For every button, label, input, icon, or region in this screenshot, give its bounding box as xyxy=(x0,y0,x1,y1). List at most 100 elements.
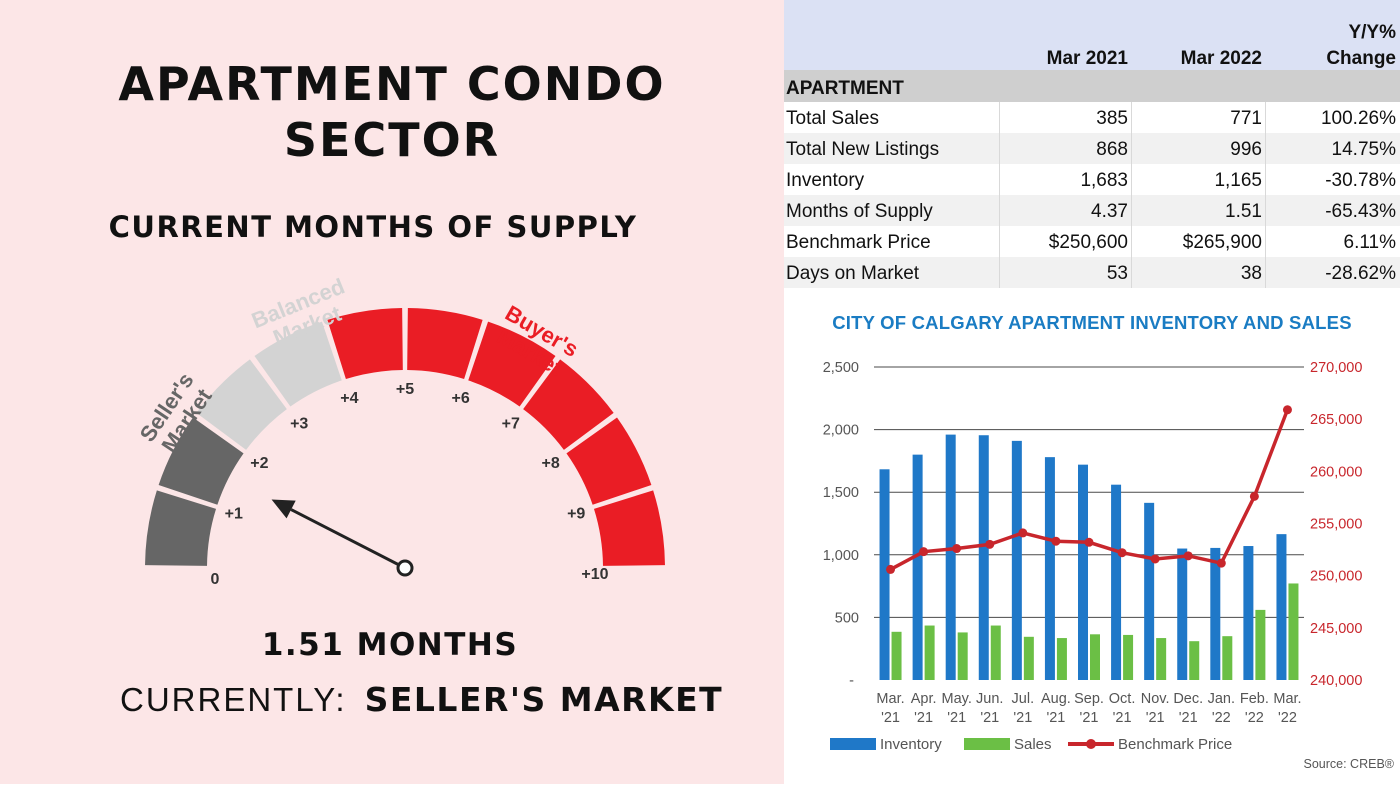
header-yy-change-line2: Change xyxy=(1326,48,1396,69)
left-axis-tick-label: 2,000 xyxy=(823,423,859,439)
cell-mar2022: 1,165 xyxy=(1214,170,1262,191)
chart-plot: - 500 1,000 1,500 2,000 2,500 240,000 245,000 25… xyxy=(823,360,1395,771)
gauge-segment xyxy=(593,490,665,566)
cell-divider xyxy=(999,195,1000,226)
cell-divider xyxy=(1131,257,1132,288)
x-axis-tick-label-year: '21 xyxy=(1080,710,1099,726)
gauge-segment xyxy=(407,308,483,380)
inventory-bar xyxy=(1011,440,1022,680)
right-axis-tick-label: 260,000 xyxy=(1310,464,1362,480)
cell-mar2022: $265,900 xyxy=(1182,232,1262,253)
right-axis-tick-label: 255,000 xyxy=(1310,517,1362,533)
statistics-panel: Mar 2021 Mar 2022 Y/Y% Change APARTMENT … xyxy=(784,0,1400,784)
x-axis-tick-label: Apr. xyxy=(911,691,937,707)
months-of-supply-heading: CURRENT MONTHS OF SUPPLY xyxy=(108,210,638,244)
benchmark-price-point xyxy=(1183,551,1193,561)
sales-bar xyxy=(1090,634,1100,680)
x-axis-tick-label: Aug. xyxy=(1041,691,1071,707)
left-axis-tick-label: 1,500 xyxy=(823,485,859,501)
gauge-tick-label: +3 xyxy=(290,415,308,432)
current-label: CURRENTLY: xyxy=(120,681,347,718)
cell-label: Total Sales xyxy=(786,108,879,129)
x-axis-tick-label-year: '22 xyxy=(1278,710,1297,726)
cell-label: Months of Supply xyxy=(786,201,933,222)
sales-bar xyxy=(924,625,935,680)
inventory-bar xyxy=(1144,502,1155,680)
benchmark-price-point xyxy=(1018,528,1028,538)
supply-gauge: 0+1+2+3+4+5+6+7+8+9+10Seller'sMarketBala… xyxy=(135,273,665,588)
sales-bar xyxy=(1156,638,1167,680)
cell-divider xyxy=(1265,102,1266,133)
gauge-segment xyxy=(145,490,217,566)
cell-change: -65.43% xyxy=(1325,201,1396,222)
gauge-needle-head xyxy=(271,499,296,519)
x-axis-tick-label-year: '21 xyxy=(980,710,999,726)
benchmark-price-point xyxy=(1117,548,1127,558)
sales-bar xyxy=(1222,636,1233,680)
page-title-line2: SECTOR xyxy=(283,113,501,167)
cell-divider xyxy=(1265,195,1266,226)
x-axis-tick-label-year: '21 xyxy=(1046,710,1065,726)
cell-divider xyxy=(1265,133,1266,164)
sales-bar xyxy=(990,625,1001,680)
inventory-bar xyxy=(945,434,956,680)
cell-divider xyxy=(1131,195,1132,226)
cell-change: 100.26% xyxy=(1320,108,1396,129)
sales-bar xyxy=(1255,609,1266,680)
cell-label: Days on Market xyxy=(786,263,920,284)
inventory-sales-chart: CITY OF CALGARY APARTMENT INVENTORY AND … xyxy=(784,290,1400,784)
gauge-tick-label: +5 xyxy=(396,381,414,398)
cell-mar2022: 38 xyxy=(1240,263,1262,284)
x-axis-tick-label-year: '21 xyxy=(1146,710,1165,726)
header-mar-2022: Mar 2022 xyxy=(1180,48,1262,69)
cell-mar2022: 1.51 xyxy=(1225,201,1262,222)
x-axis-tick-label: Oct. xyxy=(1109,691,1136,707)
inventory-bar xyxy=(1276,534,1287,680)
months-value: 1.51 MONTHS xyxy=(261,627,519,663)
cell-label: Inventory xyxy=(786,170,865,191)
benchmark-price-point xyxy=(1084,537,1094,547)
benchmark-price-point xyxy=(1282,405,1292,415)
right-axis-tick-label: 265,000 xyxy=(1310,412,1362,428)
x-axis-tick-label: Mar. xyxy=(876,691,904,707)
gauge-segment xyxy=(158,417,244,505)
page-title-line1: APARTMENT CONDO xyxy=(118,57,666,111)
left-axis-tick-label: 2,500 xyxy=(823,360,859,376)
cell-mar2021: $250,600 xyxy=(1048,232,1128,253)
apartment-condo-panel: APARTMENT CONDO SECTOR CURRENT MONTHS OF… xyxy=(0,0,784,784)
legend-sales-label: Sales xyxy=(1014,736,1052,753)
benchmark-price-point xyxy=(886,564,896,574)
cell-divider xyxy=(1131,164,1132,195)
cell-change: 6.11% xyxy=(1343,232,1396,253)
left-axis-tick-label: - xyxy=(849,673,854,689)
right-axis-tick-label: 270,000 xyxy=(1310,360,1362,376)
cell-divider xyxy=(1131,133,1132,164)
cell-label: Benchmark Price xyxy=(786,232,931,253)
legend-inventory-swatch xyxy=(830,738,876,750)
cell-mar2021: 4.37 xyxy=(1091,201,1128,222)
gauge-segment xyxy=(254,321,342,407)
x-axis-tick-label-year: '21 xyxy=(914,710,933,726)
table-header: Mar 2021 Mar 2022 Y/Y% Change xyxy=(784,0,1400,70)
legend-price-marker xyxy=(1086,739,1096,749)
gauge-needle xyxy=(290,508,406,570)
cell-divider xyxy=(1265,257,1266,288)
inventory-bar xyxy=(978,435,989,680)
inventory-bar xyxy=(879,469,890,680)
right-axis-tick-label: 250,000 xyxy=(1310,569,1362,585)
x-axis-tick-label-year: '21 xyxy=(947,710,966,726)
sales-bar xyxy=(1288,583,1299,680)
x-axis-tick-label-year: '21 xyxy=(1013,710,1032,726)
x-axis-tick-label: Nov. xyxy=(1141,691,1170,707)
cell-label: Total New Listings xyxy=(786,139,940,160)
table-row: Total Sales 385 771 100.26% xyxy=(784,102,1400,133)
cell-divider xyxy=(999,102,1000,133)
inventory-bar xyxy=(1078,464,1088,680)
right-axis-tick-label: 245,000 xyxy=(1310,621,1362,637)
table-row: Inventory 1,683 1,165 -30.78% xyxy=(784,164,1400,195)
inventory-bar xyxy=(1044,457,1055,680)
cell-mar2021: 53 xyxy=(1106,263,1128,284)
gauge-tick-label: +2 xyxy=(250,455,268,472)
section-apartment: APARTMENT xyxy=(784,70,1400,102)
legend-price-label: Benchmark Price xyxy=(1118,736,1232,753)
